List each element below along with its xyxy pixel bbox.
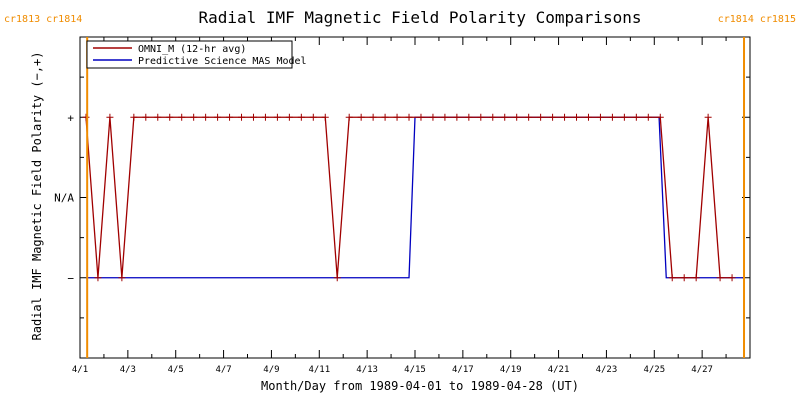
series-marker (297, 113, 305, 121)
series-marker (333, 274, 341, 282)
series-marker (537, 113, 545, 121)
series-marker (226, 113, 234, 121)
plot-frame (79, 36, 751, 359)
x-tick-label: 4/5 (168, 365, 184, 375)
series-marker (573, 113, 581, 121)
series-marker (190, 113, 198, 121)
series-layer (82, 113, 743, 282)
series-marker (94, 274, 102, 282)
series-marker (309, 113, 317, 121)
chart-title: Radial IMF Magnetic Field Polarity Compa… (198, 8, 641, 27)
series-marker (273, 113, 281, 121)
series-marker (261, 113, 269, 121)
tick-labels: 4/1 4/3 4/5 4/7 4/9 4/11 4/13 4/15 4/17 4/19 4/21 4… (54, 111, 713, 375)
series-marker (178, 113, 186, 121)
series-marker (82, 113, 90, 121)
x-tick-label: 4/23 (596, 365, 618, 375)
x-tick-label: 4/13 (356, 365, 378, 375)
series-marker (620, 113, 628, 121)
carrington-markers: cr1813 cr1814 cr1814 cr1815 (4, 14, 796, 358)
x-tick-label: 4/19 (500, 365, 522, 375)
legend: OMNI_M (12-hr avg) Predictive Science MA… (86, 40, 307, 69)
series-marker (357, 113, 365, 121)
series-marker (106, 113, 114, 121)
y-tick-label: + (67, 111, 74, 124)
series-marker (632, 113, 640, 121)
series-marker (561, 113, 569, 121)
series-marker (728, 274, 736, 282)
x-tick-label: 4/27 (691, 365, 713, 375)
x-tick-label: 4/7 (215, 365, 231, 375)
series-marker (238, 113, 246, 121)
series-marker (381, 113, 389, 121)
series-line (85, 116, 743, 279)
series-marker (513, 113, 521, 121)
series-marker (285, 113, 293, 121)
series-marker (453, 113, 461, 121)
series-marker (668, 274, 676, 282)
series-marker (489, 113, 497, 121)
series-marker (154, 113, 162, 121)
legend-label-mas: Predictive Science MAS Model (138, 56, 307, 67)
legend-label-omni: OMNI_M (12-hr avg) (138, 44, 246, 55)
series-marker (596, 113, 604, 121)
series-line (85, 116, 733, 279)
series-marker (202, 113, 210, 121)
series-marker (142, 113, 150, 121)
series-marker (118, 274, 126, 282)
series-marker (477, 113, 485, 121)
x-tick-label: 4/9 (263, 365, 279, 375)
series-marker (525, 113, 533, 121)
series-marker (704, 113, 712, 121)
series-marker (465, 113, 473, 121)
series-marker (680, 274, 688, 282)
x-tick-label: 4/17 (452, 365, 474, 375)
series-marker (441, 113, 449, 121)
series-marker (584, 113, 592, 121)
carrington-label: cr1814 cr1815 (718, 14, 796, 25)
y-tick-label: N/A (54, 192, 74, 205)
y-tick-label: − (67, 272, 74, 285)
x-axis-label: Month/Day from 1989-04-01 to 1989-04-28 … (261, 379, 579, 393)
series-marker (249, 113, 257, 121)
carrington-label: cr1813 cr1814 (4, 14, 82, 25)
series-marker (393, 113, 401, 121)
x-tick-label: 4/1 (72, 365, 88, 375)
series-marker (417, 113, 425, 121)
series-marker (716, 274, 724, 282)
x-tick-label: 4/25 (643, 365, 665, 375)
series-marker (345, 113, 353, 121)
series-marker (549, 113, 557, 121)
series-marker (321, 113, 329, 121)
legend-box (86, 40, 293, 69)
x-tick-label: 4/11 (308, 365, 330, 375)
series-marker (166, 113, 174, 121)
series-marker (608, 113, 616, 121)
series-marker (405, 113, 413, 121)
x-tick-label: 4/3 (120, 365, 136, 375)
series-marker (501, 113, 509, 121)
y-axis-label: Radial IMF Magnetic Field Polarity (−,+) (30, 52, 44, 341)
series-marker (644, 113, 652, 121)
series-marker (692, 274, 700, 282)
series-marker (214, 113, 222, 121)
x-tick-label: 4/21 (548, 365, 570, 375)
series-marker (130, 113, 138, 121)
x-tick-label: 4/15 (404, 365, 426, 375)
series-marker (369, 113, 377, 121)
axis-ticks (79, 36, 750, 359)
series-marker (429, 113, 437, 121)
series-marker (656, 113, 664, 121)
